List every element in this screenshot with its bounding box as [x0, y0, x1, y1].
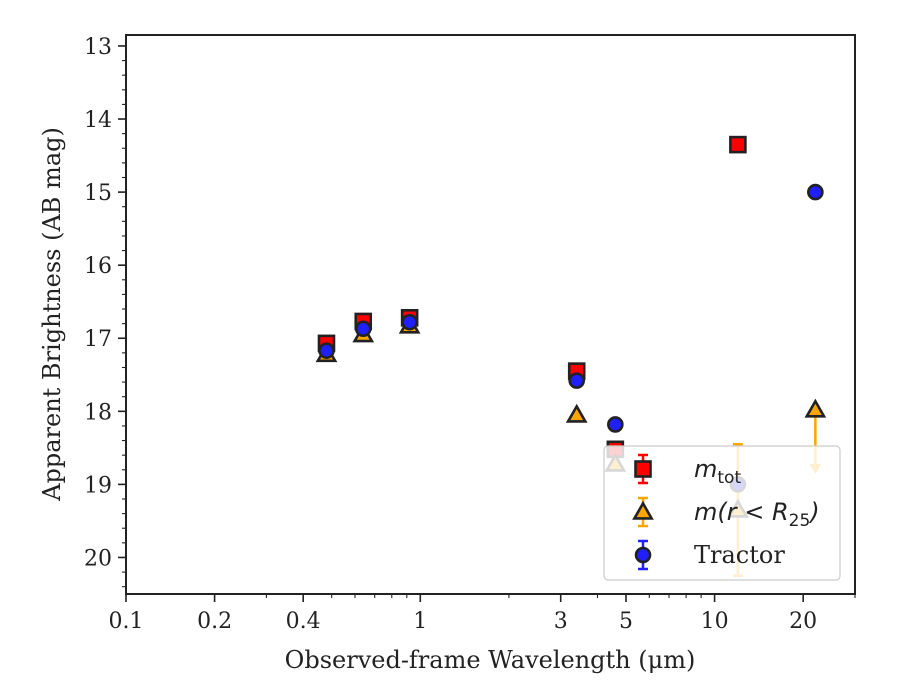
data-point — [607, 416, 624, 433]
legend-box — [603, 445, 841, 581]
legend-marker — [634, 460, 652, 478]
y-tick-label: 17 — [84, 327, 112, 352]
series-2 — [318, 183, 824, 493]
data-point — [804, 398, 827, 418]
x-tick-label: 0.1 — [109, 609, 144, 634]
legend-marker — [632, 500, 654, 520]
legend-label: mtot — [694, 455, 741, 488]
data-point — [568, 372, 586, 389]
legend-label: Tractor — [694, 541, 785, 569]
y-tick-label: 16 — [84, 254, 112, 279]
x-tick-label: 1 — [413, 609, 427, 634]
y-tick-label: 13 — [84, 35, 112, 60]
x-tick-label: 20 — [789, 609, 817, 634]
x-tick-label: 10 — [701, 609, 729, 634]
x-tick-label: 5 — [619, 609, 633, 634]
y-axis: 13 14 15 16 17 18 19 20 — [84, 35, 126, 588]
data-point — [729, 135, 747, 154]
y-tick-label: 14 — [84, 108, 112, 133]
x-tick-label: 3 — [554, 609, 568, 634]
x-tick-label: 0.2 — [197, 609, 232, 634]
legend: mtot m(r < R25) Tractor — [603, 445, 841, 581]
legend-marker — [634, 546, 652, 564]
data-point — [401, 313, 418, 331]
x-axis: 0.1 0.2 0.4 1 3 5 10 20 — [109, 594, 856, 634]
x-axis-title: Observed-frame Wavelength (μm) — [285, 646, 696, 674]
data-point — [318, 342, 335, 359]
y-axis-title: Apparent Brightness (AB mag) — [38, 127, 66, 502]
y-tick-label: 18 — [84, 400, 112, 425]
x-tick-label: 0.4 — [286, 609, 321, 634]
y-tick-label: 15 — [84, 181, 112, 206]
series-0 — [317, 135, 747, 459]
data-point — [565, 403, 588, 423]
data-point — [354, 320, 372, 338]
plot-frame — [125, 34, 856, 595]
y-tick-label: 20 — [84, 546, 112, 571]
y-tick-label: 19 — [84, 473, 112, 498]
legend-label: m(r < R25) — [694, 498, 820, 531]
data-point — [807, 183, 824, 201]
